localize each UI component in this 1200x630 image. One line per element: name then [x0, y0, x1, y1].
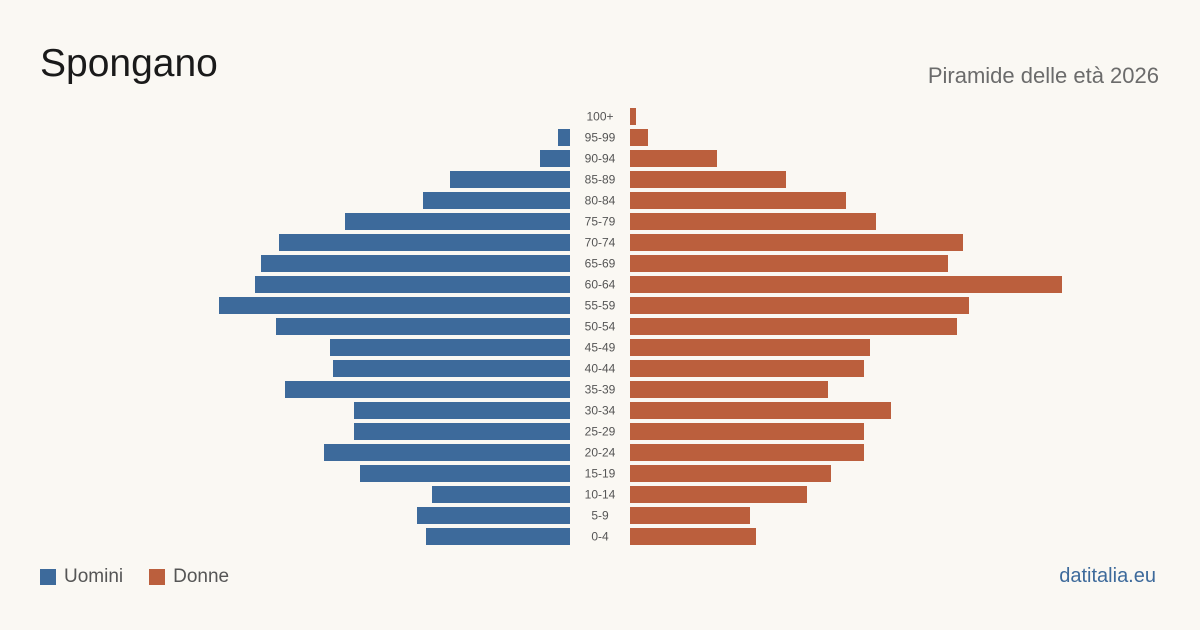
tick-label-65-69: 65-69	[585, 257, 616, 271]
bar-female-10-14	[630, 486, 807, 503]
bar-female-15-19	[630, 465, 831, 482]
population-pyramid-chart: 100+ 95-99 90-94 85-89 80-84 75-79 70-74 65-69 6…	[219, 108, 1062, 545]
bar-female-30-34	[630, 402, 891, 419]
bar-female-100+	[630, 108, 636, 125]
bar-female-25-29	[630, 423, 864, 440]
tick-label-60-64: 60-64	[585, 278, 616, 292]
tick-label-80-84: 80-84	[585, 194, 616, 208]
tick-label-25-29: 25-29	[585, 425, 616, 439]
tick-label-95-99: 95-99	[585, 131, 616, 145]
tick-label-55-59: 55-59	[585, 299, 616, 313]
bar-male-30-34	[354, 402, 570, 419]
bar-male-45-49	[330, 339, 570, 356]
bar-male-90-94	[540, 150, 570, 167]
legend-label-female: Donne	[173, 566, 230, 587]
bar-female-60-64	[630, 276, 1062, 293]
tick-label-85-89: 85-89	[585, 173, 616, 187]
bar-male-20-24	[324, 444, 570, 461]
bar-male-15-19	[360, 465, 570, 482]
bar-female-5-9	[630, 507, 750, 524]
tick-label-45-49: 45-49	[585, 341, 616, 355]
bar-female-50-54	[630, 318, 957, 335]
tick-label-15-19: 15-19	[585, 467, 616, 481]
bar-female-65-69	[630, 255, 948, 272]
bar-female-0-4	[630, 528, 756, 545]
bar-male-85-89	[450, 171, 570, 188]
tick-label-30-34: 30-34	[585, 404, 616, 418]
bar-female-70-74	[630, 234, 963, 251]
bar-female-55-59	[630, 297, 969, 314]
tick-label-5-9: 5-9	[591, 509, 609, 523]
bar-male-65-69	[261, 255, 570, 272]
bar-male-25-29	[354, 423, 570, 440]
tick-label-75-79: 75-79	[585, 215, 616, 229]
source-link[interactable]: datitalia.eu	[1059, 565, 1156, 587]
bar-female-45-49	[630, 339, 870, 356]
legend-item-female: Donne	[149, 566, 229, 588]
bar-female-80-84	[630, 192, 846, 209]
bar-male-75-79	[345, 213, 570, 230]
tick-label-90-94: 90-94	[585, 152, 616, 166]
bar-female-90-94	[630, 150, 717, 167]
tick-label-35-39: 35-39	[585, 383, 616, 397]
tick-label-50-54: 50-54	[585, 320, 616, 334]
bar-male-55-59	[219, 297, 570, 314]
bar-male-5-9	[417, 507, 570, 524]
page-subtitle: Piramide delle età 2026	[927, 63, 1159, 88]
tick-label-20-24: 20-24	[585, 446, 616, 460]
tick-label-40-44: 40-44	[585, 362, 616, 376]
legend-label-male: Uomini	[64, 566, 124, 587]
bar-female-35-39	[630, 381, 828, 398]
bar-female-75-79	[630, 213, 876, 230]
tick-label-0-4: 0-4	[591, 530, 609, 544]
bar-male-80-84	[423, 192, 570, 209]
bar-male-0-4	[426, 528, 570, 545]
bar-male-35-39	[285, 381, 570, 398]
bar-female-95-99	[630, 129, 648, 146]
bar-male-40-44	[333, 360, 570, 377]
tick-label-100+: 100+	[586, 110, 613, 124]
chart-legend: Uomini Donne	[40, 566, 255, 588]
bar-male-60-64	[255, 276, 570, 293]
tick-label-70-74: 70-74	[585, 236, 616, 250]
bar-female-20-24	[630, 444, 864, 461]
male-swatch-icon	[40, 569, 56, 585]
bar-male-95-99	[558, 129, 570, 146]
bar-male-50-54	[276, 318, 570, 335]
bar-male-10-14	[432, 486, 570, 503]
bar-female-40-44	[630, 360, 864, 377]
bar-male-70-74	[279, 234, 570, 251]
page-title: Spongano	[40, 42, 218, 85]
bar-female-85-89	[630, 171, 786, 188]
legend-item-male: Uomini	[40, 566, 123, 588]
tick-label-10-14: 10-14	[585, 488, 616, 502]
female-swatch-icon	[149, 569, 166, 585]
